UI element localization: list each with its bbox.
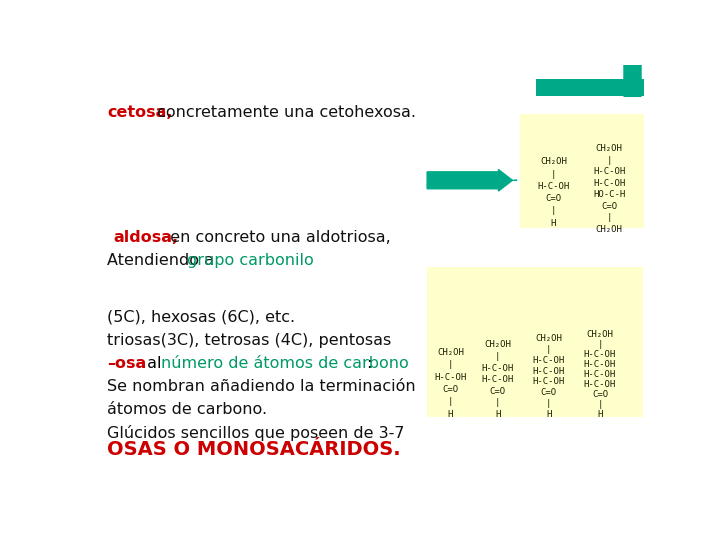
Text: Glúcidos sencillos que poseen de 3-7: Glúcidos sencillos que poseen de 3-7 xyxy=(107,425,405,441)
Text: H: H xyxy=(546,410,552,418)
Text: :: : xyxy=(366,356,372,371)
Text: átomos de carbono.: átomos de carbono. xyxy=(107,402,267,417)
Text: |: | xyxy=(606,156,612,165)
Text: |: | xyxy=(448,397,453,407)
Text: en concreto una aldotriosa,: en concreto una aldotriosa, xyxy=(160,231,390,245)
Text: |: | xyxy=(551,206,556,215)
Text: |: | xyxy=(546,399,552,408)
Text: H-C-OH: H-C-OH xyxy=(593,179,626,188)
Text: CH₂OH: CH₂OH xyxy=(485,340,511,349)
Text: |: | xyxy=(606,213,612,222)
Text: (5C), hexosas (6C), etc.: (5C), hexosas (6C), etc. xyxy=(107,309,295,325)
Text: |: | xyxy=(598,340,603,349)
Text: H-C-OH: H-C-OH xyxy=(533,367,565,376)
Text: número de átomos de carbono: número de átomos de carbono xyxy=(161,356,408,371)
Text: H-C-OH: H-C-OH xyxy=(593,167,626,176)
Text: CH₂OH: CH₂OH xyxy=(596,144,623,153)
Text: CH₂OH: CH₂OH xyxy=(536,334,562,343)
Text: C=O: C=O xyxy=(541,388,557,397)
Text: H: H xyxy=(495,410,500,418)
Text: |: | xyxy=(546,345,552,354)
Text: C=O: C=O xyxy=(601,202,617,211)
Text: |: | xyxy=(598,400,603,409)
Text: HO-C-H: HO-C-H xyxy=(593,190,626,199)
Text: CH₂OH: CH₂OH xyxy=(596,225,623,234)
Text: C=O: C=O xyxy=(490,387,505,396)
Text: H-C-OH: H-C-OH xyxy=(482,375,514,384)
Text: Se nombran añadiendo la terminación: Se nombran añadiendo la terminación xyxy=(107,379,415,394)
Text: H-C-OH: H-C-OH xyxy=(537,182,570,191)
Text: Atendiendo a: Atendiendo a xyxy=(107,253,219,268)
Text: grupo carbonilo: grupo carbonilo xyxy=(187,253,314,268)
Text: C=O: C=O xyxy=(592,390,608,399)
Text: C=O: C=O xyxy=(442,385,459,394)
Text: |: | xyxy=(551,170,556,179)
FancyArrow shape xyxy=(427,170,513,191)
Text: cetosa,: cetosa, xyxy=(107,105,173,120)
Text: CH₂OH: CH₂OH xyxy=(437,348,464,357)
Text: H-C-OH: H-C-OH xyxy=(584,360,616,369)
Text: H-C-OH: H-C-OH xyxy=(584,370,616,379)
Text: H-C-OH: H-C-OH xyxy=(434,373,467,382)
Bar xyxy=(520,114,644,228)
Text: concretamente una cetohexosa.: concretamente una cetohexosa. xyxy=(152,105,416,120)
Bar xyxy=(536,79,644,96)
Text: aldosa,: aldosa, xyxy=(113,231,179,245)
Text: |: | xyxy=(495,398,500,407)
FancyArrow shape xyxy=(620,0,645,96)
Text: al: al xyxy=(142,356,166,371)
Text: CH₂OH: CH₂OH xyxy=(540,157,567,166)
Text: H-C-OH: H-C-OH xyxy=(584,380,616,389)
Text: H-C-OH: H-C-OH xyxy=(533,356,565,365)
Text: CH₂OH: CH₂OH xyxy=(587,330,613,339)
Text: –osa: –osa xyxy=(107,356,146,371)
Bar xyxy=(427,267,642,417)
Text: H-C-OH: H-C-OH xyxy=(533,377,565,387)
Text: H: H xyxy=(448,410,453,418)
Text: |: | xyxy=(448,361,453,369)
Text: H: H xyxy=(598,410,603,418)
Text: H: H xyxy=(551,219,556,228)
Text: C=O: C=O xyxy=(545,194,562,203)
Text: H-C-OH: H-C-OH xyxy=(482,363,514,373)
Text: |: | xyxy=(495,352,500,361)
Text: triosas(3C), tetrosas (4C), pentosas: triosas(3C), tetrosas (4C), pentosas xyxy=(107,333,391,348)
Text: OSAS O MONOSACÁRIDOS.: OSAS O MONOSACÁRIDOS. xyxy=(107,440,400,459)
Text: H-C-OH: H-C-OH xyxy=(584,350,616,359)
